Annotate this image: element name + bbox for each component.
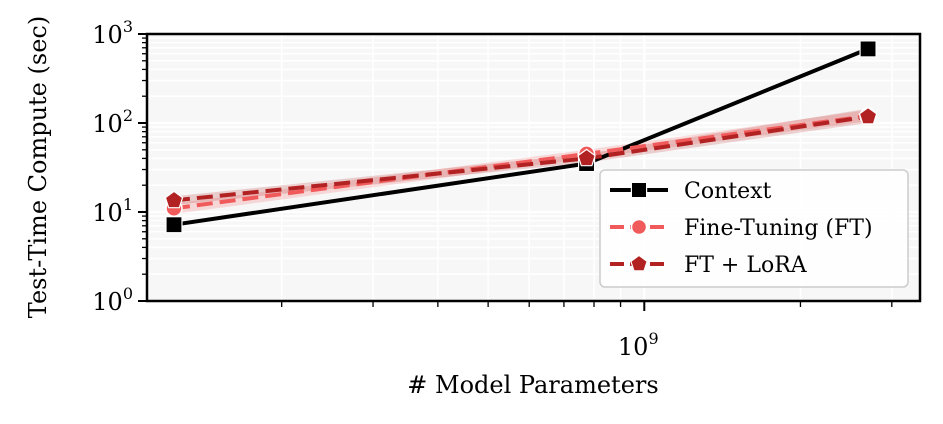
point-context (165, 216, 183, 234)
point-ft-lora (577, 148, 596, 167)
series-markers (164, 40, 878, 234)
legend-label-fine-tuning-ft: Fine-Tuning (FT) (684, 216, 873, 241)
legend-label-context: Context (684, 179, 772, 204)
legend-marker-ft-lora (630, 254, 648, 272)
legend-marker-context (630, 181, 648, 199)
y-axis-label: Test-Time Compute (sec) (24, 16, 52, 318)
point-ft-lora (858, 106, 878, 125)
plot-frame (145, 32, 922, 303)
point-context (859, 40, 877, 58)
y-tick-label: 102 (92, 106, 133, 138)
y-tick-label: 101 (92, 195, 133, 227)
legend-marker-fine-tuning-ft (630, 218, 648, 236)
y-tick-label: 103 (92, 17, 133, 49)
legend-box (599, 169, 909, 288)
point-ft-lora (164, 190, 184, 209)
legend: Context Fine-Tuning (FT) FT + LoRA (599, 169, 909, 288)
y-tick-label: 100 (92, 284, 133, 316)
x-tick-label: 109 (618, 329, 659, 361)
axis-ticks (138, 33, 893, 311)
legend-label-ft-lora: FT + LoRA (684, 253, 808, 278)
x-axis-label: # Model Parameters (407, 371, 658, 399)
tick-labels: 100 101 102 103 109 (92, 17, 658, 361)
